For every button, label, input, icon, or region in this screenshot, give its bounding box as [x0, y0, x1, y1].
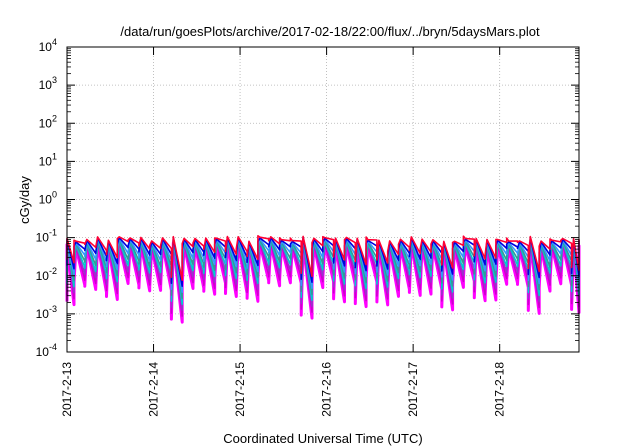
series-line [66, 235, 580, 282]
y-tick-label: 10-3 [36, 304, 57, 321]
y-tick-label: 10-1 [36, 228, 57, 245]
y-tick-label: 100 [39, 190, 57, 207]
y-tick-label: 102 [39, 113, 57, 130]
y-tick-label: 104 [39, 37, 57, 54]
x-tick-label: 2017-2-15 [233, 362, 247, 417]
y-axis-ticks: 10-4 10-3 10-2 10-1 100 101 102 103 104 [36, 37, 579, 359]
x-tick-label: 2017-2-17 [406, 362, 420, 417]
y-axis-title: cGy/day [17, 176, 32, 224]
y-tick-label: 101 [39, 151, 57, 168]
y-tick-label: 10-4 [36, 342, 57, 359]
x-tick-label: 2017-2-13 [60, 362, 74, 417]
grid-lines [67, 47, 579, 352]
x-tick-label: 2017-2-16 [320, 362, 334, 417]
x-tick-label: 2017-2-18 [493, 362, 507, 417]
x-tick-label: 2017-2-14 [147, 362, 161, 417]
y-tick-label: 103 [39, 75, 57, 92]
chart-title: /data/run/goesPlots/archive/2017-02-18/2… [120, 24, 540, 39]
y-tick-label: 10-2 [36, 266, 57, 283]
x-axis-ticks: 2017-2-13 2017-2-14 2017-2-15 2017-2-16 2017… [60, 47, 507, 417]
plot-series [65, 235, 581, 324]
x-axis-title: Coordinated Universal Time (UTC) [223, 431, 422, 446]
